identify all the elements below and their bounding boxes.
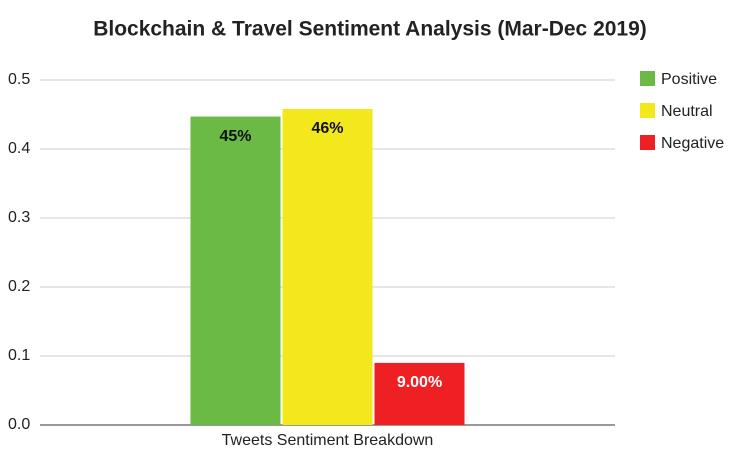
legend-swatch [640,71,655,86]
y-tick-label: 0.5 [8,71,30,88]
legend-label: Negative [661,135,724,152]
value-label: 9.00% [397,374,442,391]
value-label: 45% [219,128,251,145]
bar [374,362,465,425]
legend-swatch [640,103,655,118]
y-tick-label: 0.4 [8,140,30,157]
y-tick-label: 0.3 [8,209,30,226]
value-label: 46% [311,120,343,137]
y-tick-label: 0.1 [8,347,30,364]
legend-swatch [640,135,655,150]
legend-label: Neutral [661,103,713,120]
chart-title: Blockchain & Travel Sentiment Analysis (… [93,18,647,41]
y-tick-label: 0.0 [8,416,30,433]
y-tick-label: 0.2 [8,278,30,295]
bar [282,108,373,425]
legend-label: Positive [661,71,717,88]
x-tick-label: Tweets Sentiment Breakdown [222,432,434,449]
bar [190,116,281,425]
